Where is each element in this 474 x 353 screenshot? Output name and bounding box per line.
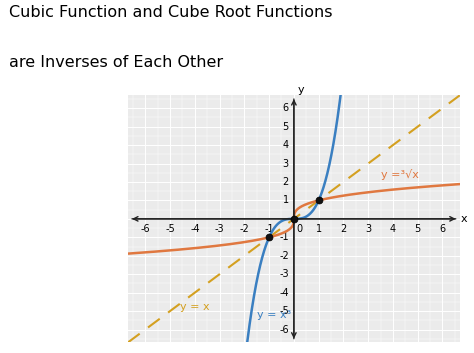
Text: -5: -5: [279, 306, 289, 316]
Text: 6: 6: [283, 103, 289, 113]
Text: -6: -6: [279, 324, 289, 335]
Text: Cubic Function and Cube Root Functions: Cubic Function and Cube Root Functions: [9, 5, 333, 20]
Text: -1: -1: [264, 225, 274, 234]
Text: 4: 4: [283, 140, 289, 150]
Text: 2: 2: [283, 177, 289, 187]
Text: -2: -2: [279, 251, 289, 261]
Text: -3: -3: [215, 225, 224, 234]
Text: x: x: [460, 214, 467, 224]
Text: 0: 0: [297, 225, 303, 234]
Text: -5: -5: [165, 225, 175, 234]
Text: -4: -4: [190, 225, 200, 234]
Text: y: y: [298, 85, 304, 95]
Text: 5: 5: [283, 122, 289, 132]
Text: -1: -1: [279, 232, 289, 242]
Text: y = x³: y = x³: [257, 310, 291, 320]
Text: 6: 6: [439, 225, 446, 234]
Text: 1: 1: [283, 196, 289, 205]
Text: 1: 1: [316, 225, 322, 234]
Text: y = x: y = x: [180, 303, 210, 312]
Text: -2: -2: [239, 225, 249, 234]
Text: 3: 3: [283, 158, 289, 168]
Text: 5: 5: [415, 225, 421, 234]
Text: -6: -6: [140, 225, 150, 234]
Text: 4: 4: [390, 225, 396, 234]
Text: -3: -3: [279, 269, 289, 279]
Text: 3: 3: [365, 225, 371, 234]
Text: -4: -4: [279, 288, 289, 298]
Text: are Inverses of Each Other: are Inverses of Each Other: [9, 55, 224, 70]
Text: y =³√x: y =³√x: [382, 169, 419, 180]
Text: 2: 2: [340, 225, 346, 234]
